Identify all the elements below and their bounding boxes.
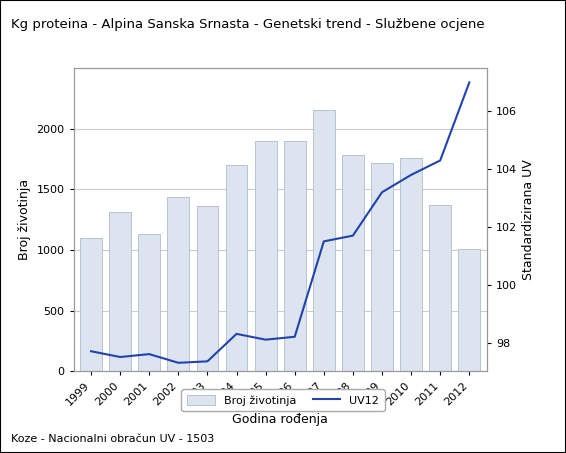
Bar	[196, 207, 218, 371]
Bar	[109, 212, 131, 371]
Bar	[226, 165, 247, 371]
Bar	[138, 234, 160, 371]
Bar	[80, 238, 102, 371]
Bar	[458, 249, 480, 371]
Bar	[313, 111, 335, 371]
Bar	[342, 155, 364, 371]
Bar	[400, 158, 422, 371]
Bar	[371, 163, 393, 371]
Text: Koze - Nacionalni obračun UV - 1503: Koze - Nacionalni obračun UV - 1503	[11, 434, 215, 444]
Legend: Broj životinja, UV12: Broj životinja, UV12	[181, 389, 385, 411]
Bar	[429, 205, 451, 371]
X-axis label: Godina rođenja: Godina rođenja	[232, 413, 328, 426]
Text: Kg proteina - Alpina Sanska Srnasta - Genetski trend - Službene ocjene: Kg proteina - Alpina Sanska Srnasta - Ge…	[11, 18, 485, 31]
Bar	[168, 197, 189, 371]
Bar	[284, 141, 306, 371]
Y-axis label: Broj životinja: Broj životinja	[18, 179, 31, 260]
Bar	[255, 141, 277, 371]
Y-axis label: Standardizirana UV: Standardizirana UV	[522, 159, 535, 280]
